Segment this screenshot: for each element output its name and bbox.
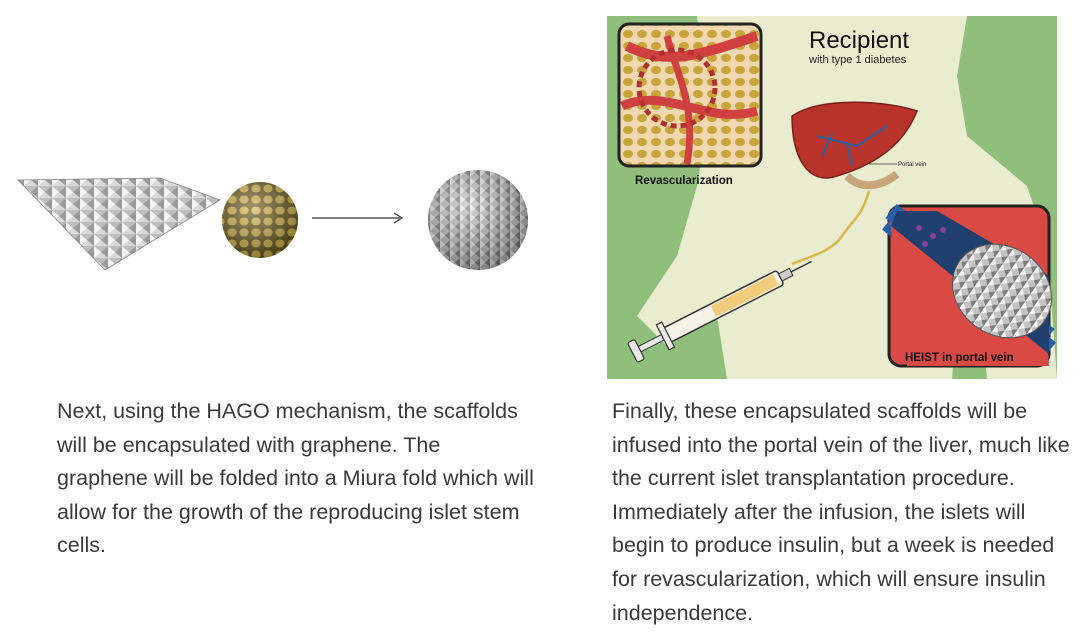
- encapsulated-scaffold: [428, 170, 528, 270]
- label-revascularization: Revascularization: [635, 175, 733, 187]
- recipient-infusion-illustration: Recipient with type 1 diabetes Revascula…: [607, 16, 1057, 379]
- liver: [791, 101, 918, 190]
- recipient-title: Recipient: [809, 27, 909, 54]
- miura-sheet: [17, 177, 221, 271]
- recipient-subtitle: with type 1 diabetes: [808, 54, 907, 66]
- label-heist: HEIST in portal vein: [905, 352, 1014, 364]
- infusion-tube: [791, 190, 871, 266]
- revascularization-inset: [617, 22, 763, 168]
- islet-scaffold: [222, 182, 298, 258]
- heist-inset: [882, 203, 1056, 368]
- arrow-right-icon: [312, 212, 404, 224]
- right-caption: Finally, these encapsulated scaffolds wi…: [612, 399, 1070, 625]
- miura-fold-illustration: [10, 150, 550, 290]
- syringe-icon: [627, 260, 812, 363]
- label-portal-vein: Portal vein: [898, 162, 926, 168]
- left-caption: Next, using the HAGO mechanism, the scaf…: [57, 399, 534, 558]
